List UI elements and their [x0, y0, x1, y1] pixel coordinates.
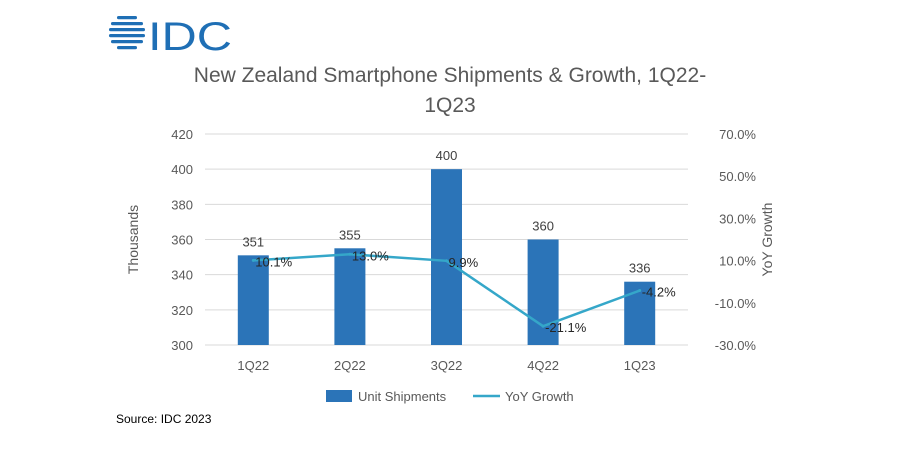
- line-value-label: 10.1%: [255, 254, 292, 269]
- line-value-label: 13.0%: [352, 248, 389, 263]
- bar-value-label: 336: [629, 261, 651, 276]
- line-value-label: -21.1%: [545, 320, 587, 335]
- idc-logo: IDC: [109, 15, 232, 58]
- y-tick-label: 320: [171, 303, 193, 318]
- line-value-label: 9.9%: [449, 255, 479, 270]
- y2-axis-ticks: -30.0% -10.0% 10.0% 30.0% 50.0% 70.0%: [715, 127, 757, 353]
- x-tick-label: 2Q22: [334, 358, 366, 373]
- y-tick-label: 300: [171, 338, 193, 353]
- bar: [237, 255, 269, 345]
- y2-tick-label: 70.0%: [719, 127, 756, 142]
- bar-value-label: 351: [242, 234, 264, 249]
- x-axis-ticks: 1Q22 2Q22 3Q22 4Q22 1Q23: [237, 358, 655, 373]
- line-point: [348, 252, 352, 256]
- x-tick-label: 1Q23: [624, 358, 656, 373]
- bar: [431, 169, 462, 345]
- legend: Unit Shipments YoY Growth: [326, 389, 574, 404]
- y2-axis-title: YoY Growth: [759, 203, 775, 277]
- globe-icon: [109, 16, 145, 50]
- x-tick-label: 3Q22: [431, 358, 463, 373]
- legend-label: Unit Shipments: [358, 389, 447, 404]
- line-series: [251, 252, 642, 328]
- y2-tick-label: 50.0%: [719, 169, 756, 184]
- bar-value-label: 400: [436, 148, 458, 163]
- y-axis-ticks: 300 320 340 360 380 400 420: [171, 127, 193, 353]
- y-tick-label: 400: [171, 162, 193, 177]
- chart-title: New Zealand Smartphone Shipments & Growt…: [194, 64, 706, 117]
- x-tick-label: 1Q22: [237, 358, 269, 373]
- line-point: [445, 259, 448, 263]
- source-note: Source: IDC 2023: [116, 412, 212, 426]
- y-axis-title: Thousands: [125, 205, 141, 274]
- line-data-labels: 10.1% 13.0% 9.9% -21.1% -4.2%: [255, 248, 676, 335]
- logo-text: IDC: [148, 15, 232, 58]
- line-point: [541, 324, 545, 328]
- line-point: [638, 289, 642, 293]
- bar-series: [237, 169, 656, 345]
- legend-label: YoY Growth: [505, 389, 574, 404]
- x-tick-label: 4Q22: [527, 358, 559, 373]
- y-tick-label: 380: [171, 197, 193, 212]
- line-point: [251, 258, 255, 262]
- chart-title-line: New Zealand Smartphone Shipments & Growt…: [194, 64, 706, 87]
- bar: [624, 281, 656, 345]
- y2-tick-label: -30.0%: [715, 338, 757, 353]
- y-tick-label: 420: [171, 127, 193, 142]
- line-value-label: -4.2%: [642, 285, 676, 300]
- legend-swatch-bar: [326, 390, 352, 402]
- chart-title-line: 1Q23: [424, 94, 475, 117]
- bar-value-label: 360: [532, 219, 554, 234]
- y2-tick-label: -10.0%: [715, 296, 757, 311]
- bar-data-labels: 351 355 400 360 336: [242, 148, 650, 276]
- y2-tick-label: 30.0%: [719, 211, 756, 226]
- y-tick-label: 340: [171, 268, 193, 283]
- bar-value-label: 355: [339, 227, 361, 242]
- y2-tick-label: 10.0%: [719, 254, 756, 269]
- y-tick-label: 360: [171, 233, 193, 248]
- bar: [334, 248, 366, 345]
